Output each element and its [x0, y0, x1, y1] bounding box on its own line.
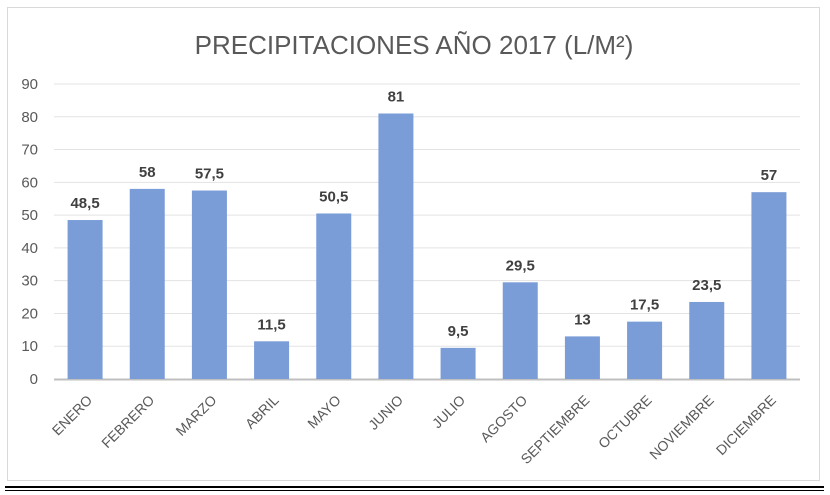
- x-tick-label: OCTUBRE: [595, 392, 655, 452]
- chart-title: PRECIPITACIONES AÑO 2017 (L/M²): [195, 30, 634, 60]
- data-label: 11,5: [257, 316, 285, 333]
- y-tick-label: 80: [21, 109, 38, 126]
- x-tick-label: FEBRERO: [98, 392, 157, 451]
- bar-diciembre: [751, 192, 787, 379]
- y-tick-label: 20: [21, 305, 38, 322]
- bar-mayo: [316, 213, 352, 379]
- bar-abril: [254, 341, 290, 379]
- data-label: 50,5: [319, 188, 348, 205]
- bar-febrero: [129, 188, 165, 379]
- x-tick-label: ABRIL: [242, 392, 282, 432]
- y-tick-label: 70: [21, 142, 38, 159]
- bar-septiembre: [564, 336, 600, 379]
- x-tick-label: MAYO: [304, 392, 344, 432]
- x-tick-label: NOVIEMBRE: [646, 392, 717, 463]
- x-tick-label: MARZO: [172, 392, 219, 439]
- data-label: 29,5: [506, 257, 535, 274]
- bar-marzo: [191, 190, 227, 379]
- bar-noviembre: [689, 301, 725, 379]
- data-label: 17,5: [630, 297, 659, 314]
- bar-agosto: [502, 282, 538, 379]
- data-label: 13: [574, 311, 591, 328]
- y-tick-label: 0: [30, 371, 38, 388]
- chart-frame: [7, 7, 820, 481]
- data-label: 23,5: [692, 277, 721, 294]
- x-tick-label: JUNIO: [365, 392, 406, 433]
- x-tick-label: ENERO: [49, 392, 96, 439]
- bar-octubre: [627, 321, 663, 379]
- y-tick-label: 40: [21, 240, 38, 257]
- bar-julio: [440, 347, 476, 379]
- y-tick-label: 60: [21, 174, 38, 191]
- data-label: 9,5: [448, 323, 469, 340]
- data-label: 48,5: [70, 195, 99, 212]
- bar-enero: [67, 220, 103, 379]
- bottom-rule: [5, 486, 824, 488]
- y-tick-label: 90: [21, 76, 38, 93]
- y-tick-label: 30: [21, 273, 38, 290]
- data-label: 81: [388, 89, 405, 106]
- bar-junio: [378, 113, 414, 379]
- y-tick-label: 10: [21, 338, 38, 355]
- x-tick-label: AGOSTO: [477, 392, 531, 446]
- data-label: 57,5: [195, 166, 224, 183]
- bottom-rule-thin: [5, 490, 824, 491]
- data-label: 58: [139, 164, 156, 181]
- x-tick-label: JULIO: [429, 392, 468, 431]
- x-tick-label: DICIEMBRE: [713, 392, 779, 458]
- y-tick-label: 50: [21, 207, 38, 224]
- data-label: 57: [761, 167, 778, 184]
